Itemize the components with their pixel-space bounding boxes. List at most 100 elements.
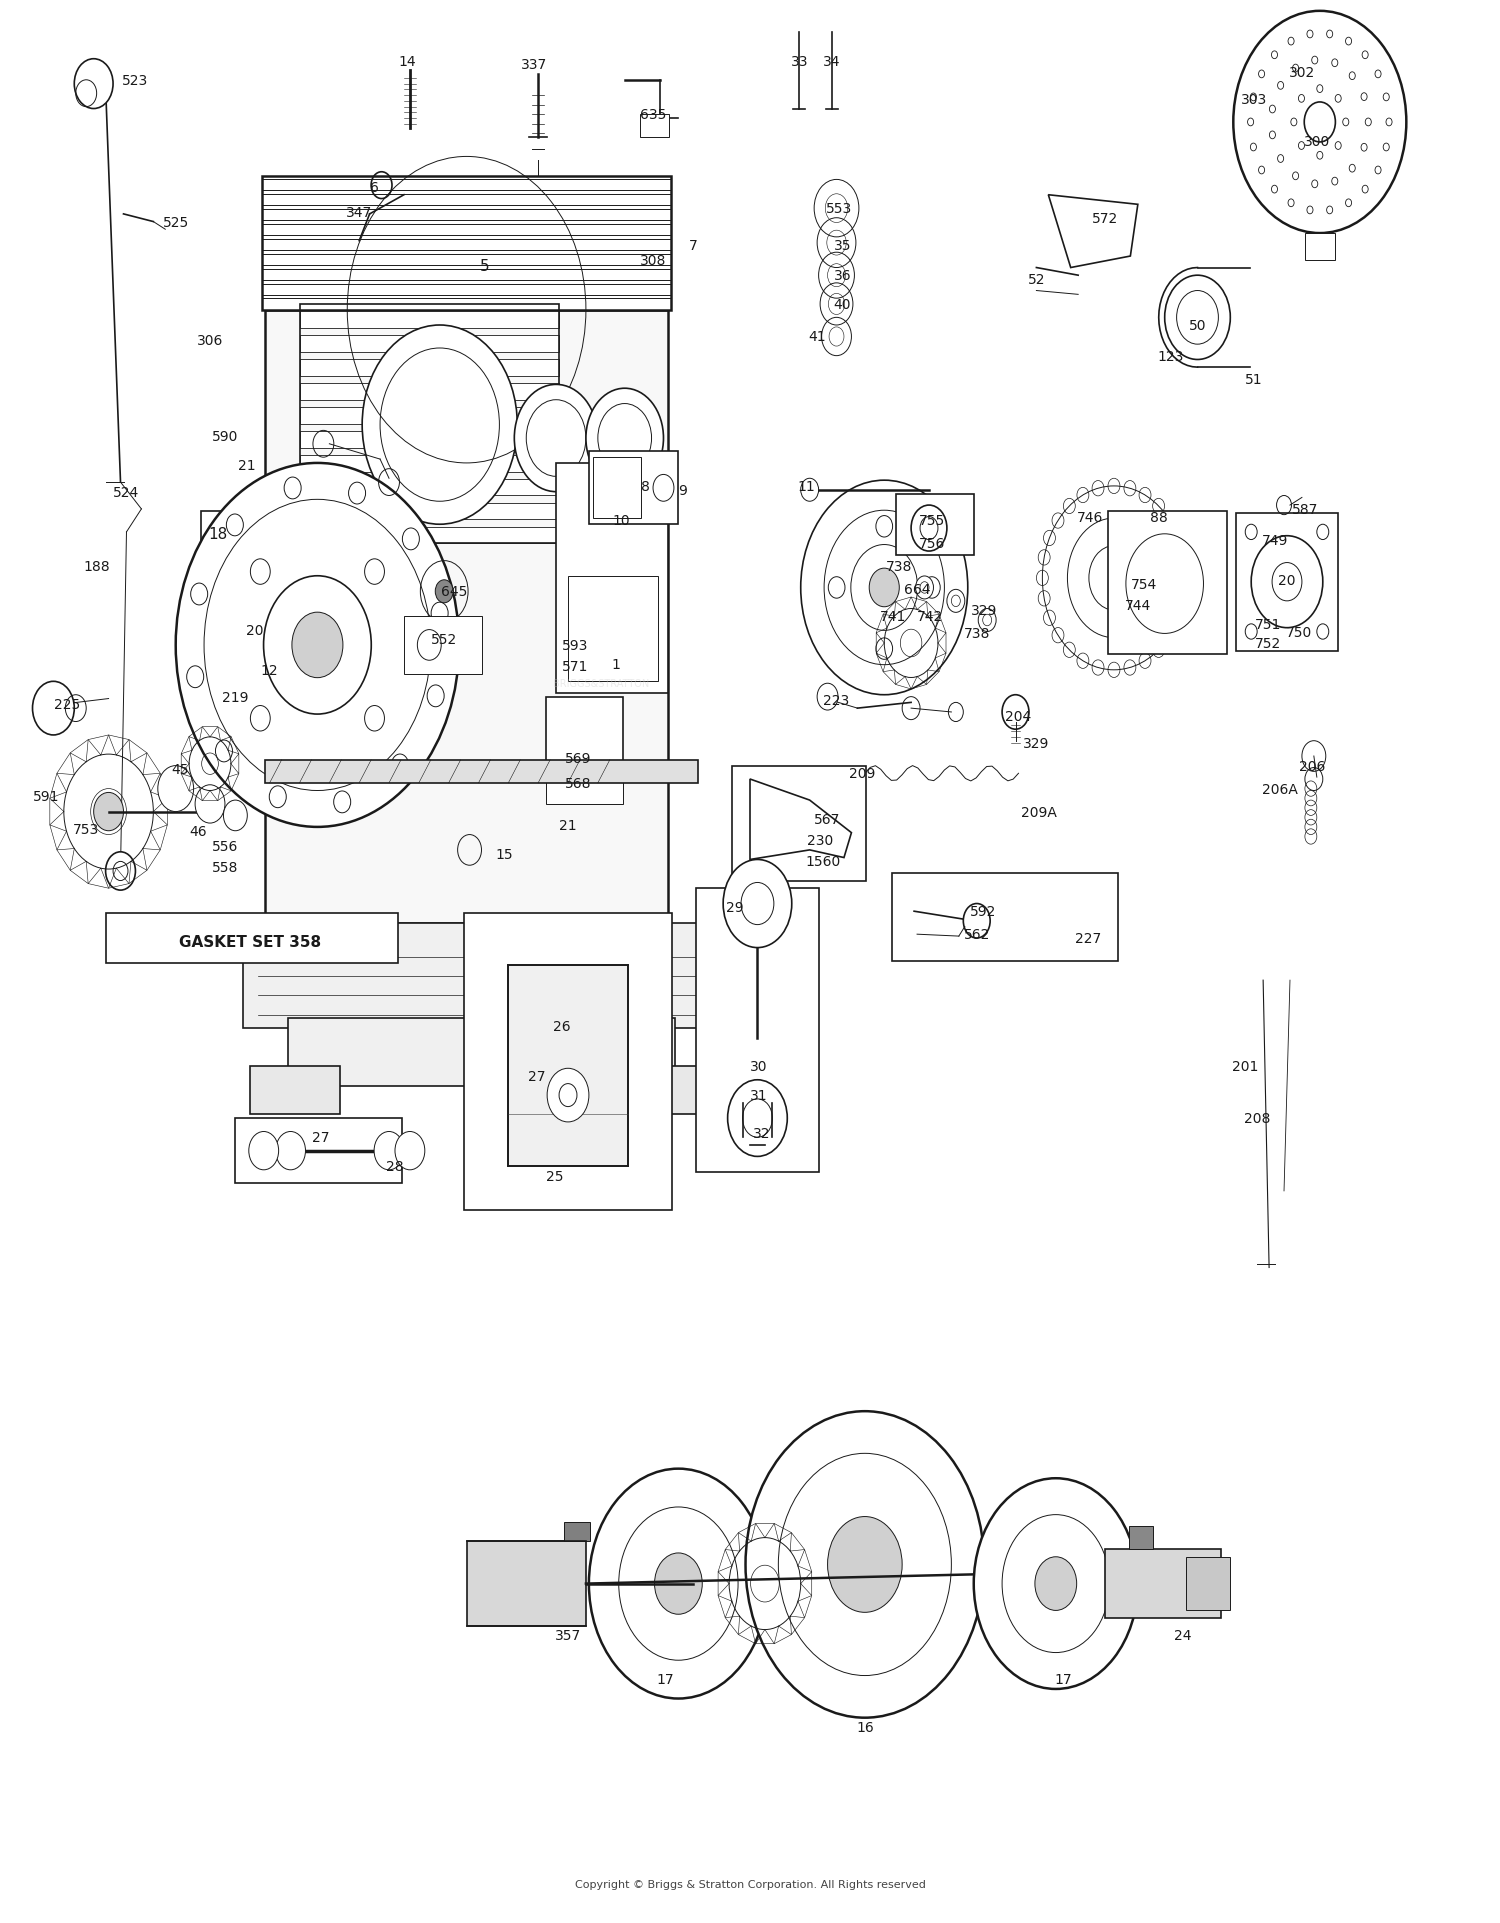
Circle shape: [333, 792, 351, 813]
Text: 209: 209: [849, 767, 874, 781]
Circle shape: [33, 683, 75, 737]
Bar: [546, 698, 622, 773]
Polygon shape: [228, 737, 238, 754]
Circle shape: [1002, 696, 1029, 731]
Circle shape: [186, 667, 204, 688]
Text: 29: 29: [726, 900, 744, 915]
Polygon shape: [927, 602, 939, 617]
Polygon shape: [774, 1627, 792, 1644]
Text: 558: 558: [211, 862, 238, 875]
Polygon shape: [876, 633, 884, 654]
Text: 525: 525: [162, 215, 189, 229]
Polygon shape: [876, 615, 886, 633]
Text: 17: 17: [1054, 1673, 1072, 1686]
Text: 24: 24: [1174, 1629, 1191, 1642]
Text: 590: 590: [211, 431, 238, 444]
Circle shape: [276, 1133, 306, 1171]
Polygon shape: [718, 1571, 729, 1596]
Circle shape: [978, 610, 996, 633]
Polygon shape: [202, 727, 217, 738]
Text: 572: 572: [1092, 212, 1118, 225]
Polygon shape: [150, 825, 168, 850]
Circle shape: [430, 604, 448, 625]
Polygon shape: [189, 788, 202, 802]
Text: 15: 15: [495, 848, 513, 862]
Polygon shape: [129, 740, 147, 762]
Bar: [1305, 235, 1335, 262]
Bar: [300, 312, 560, 329]
Polygon shape: [228, 775, 238, 792]
Polygon shape: [724, 1533, 740, 1552]
Bar: [262, 225, 670, 237]
Bar: [300, 527, 560, 544]
Text: 5: 5: [480, 260, 489, 273]
Bar: [300, 456, 560, 473]
Polygon shape: [57, 850, 75, 871]
Text: 562: 562: [963, 927, 990, 942]
Polygon shape: [88, 737, 108, 756]
Bar: [732, 765, 867, 881]
Polygon shape: [50, 773, 66, 798]
Circle shape: [1164, 277, 1230, 360]
Polygon shape: [936, 615, 946, 633]
Polygon shape: [1048, 196, 1138, 269]
Text: 28: 28: [386, 1160, 404, 1173]
Text: 11: 11: [798, 479, 816, 494]
Text: 204: 204: [1005, 710, 1032, 723]
Text: 587: 587: [1292, 502, 1318, 517]
Text: 746: 746: [1077, 510, 1104, 525]
Text: 26: 26: [554, 1019, 572, 1033]
Polygon shape: [798, 1550, 812, 1571]
Circle shape: [1233, 12, 1407, 235]
Text: 1: 1: [612, 658, 620, 671]
Polygon shape: [142, 850, 160, 871]
Bar: [1185, 1558, 1230, 1611]
Polygon shape: [724, 1615, 740, 1635]
Bar: [266, 310, 668, 923]
Text: 645: 645: [441, 585, 468, 598]
Circle shape: [427, 687, 444, 708]
Text: 571: 571: [562, 660, 588, 673]
Text: 738: 738: [963, 627, 990, 640]
Bar: [594, 458, 640, 519]
Bar: [236, 1119, 402, 1183]
Circle shape: [801, 479, 819, 502]
Text: 308: 308: [640, 254, 666, 267]
Polygon shape: [884, 602, 896, 617]
Text: 14: 14: [398, 54, 416, 69]
Text: 30: 30: [750, 1060, 768, 1073]
Text: 12: 12: [261, 663, 279, 677]
Text: 347: 347: [346, 206, 372, 219]
Circle shape: [1302, 740, 1326, 771]
Text: 300: 300: [1304, 135, 1330, 148]
Text: 206A: 206A: [1262, 783, 1298, 796]
Text: 744: 744: [1125, 598, 1150, 612]
Text: 756: 756: [920, 537, 945, 552]
Text: 568: 568: [566, 777, 591, 790]
Bar: [464, 913, 672, 1210]
Bar: [262, 269, 670, 281]
Bar: [300, 304, 560, 544]
Polygon shape: [738, 1523, 756, 1542]
Polygon shape: [910, 598, 927, 610]
Polygon shape: [153, 798, 168, 825]
Bar: [300, 408, 560, 425]
Circle shape: [818, 685, 839, 712]
Text: 664: 664: [904, 583, 930, 596]
Polygon shape: [790, 1615, 804, 1635]
Circle shape: [801, 481, 968, 696]
Bar: [564, 1523, 591, 1542]
Text: 52: 52: [1028, 273, 1045, 287]
Text: 219: 219: [222, 690, 249, 704]
Polygon shape: [756, 1523, 774, 1538]
Polygon shape: [182, 775, 192, 792]
Text: 16: 16: [856, 1721, 873, 1735]
Text: 8: 8: [640, 479, 650, 494]
Bar: [262, 285, 670, 296]
Bar: [262, 181, 670, 192]
Text: 553: 553: [827, 202, 852, 215]
Bar: [615, 1067, 705, 1115]
Text: 20: 20: [246, 623, 264, 637]
Polygon shape: [910, 677, 927, 690]
Text: 36: 36: [834, 269, 852, 283]
